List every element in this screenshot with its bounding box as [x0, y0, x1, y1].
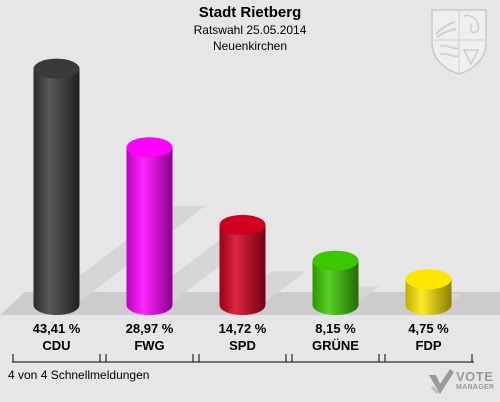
bar-top-fdp [405, 269, 452, 290]
bar-top-spd [219, 214, 266, 235]
category-label: GRÜNE [312, 338, 359, 353]
nrw-coat-of-arms-icon [431, 9, 487, 75]
bar-cdu [33, 68, 80, 315]
bar-fwg [126, 147, 173, 315]
chart-title: Stadt Rietberg [198, 4, 302, 21]
report-status-note: 4 von 4 Schnellmeldungen [8, 368, 150, 382]
logo-text-manager: MANAGER [456, 384, 495, 391]
value-label: 14,72 % [219, 321, 267, 336]
value-label: 4,75 % [408, 321, 449, 336]
bar-fdp [405, 279, 452, 315]
bar-grüne [312, 260, 359, 315]
chart-subtitle: Ratswahl 25.05.2014 [193, 23, 307, 37]
chart-location: Neuenkirchen [212, 39, 288, 53]
category-label: FWG [134, 338, 164, 353]
value-label: 43,41 % [33, 321, 81, 336]
logo-text-vote: VOTE [456, 369, 494, 384]
value-label: 8,15 % [315, 321, 356, 336]
bar-top-grüne [312, 250, 359, 271]
bar-top-fwg [126, 137, 173, 158]
category-label: FDP [416, 338, 442, 353]
category-label: SPD [229, 338, 256, 353]
vote-checkmark-icon [429, 369, 454, 395]
vote-manager-logo-icon: VOTE MANAGER [426, 367, 500, 397]
bar-spd [219, 224, 266, 315]
bar-top-cdu [33, 58, 80, 79]
category-label: CDU [42, 338, 70, 353]
chart-header: Stadt Rietberg Ratswahl 25.05.2014 Neuen… [0, 4, 500, 54]
value-label: 28,97 % [126, 321, 174, 336]
